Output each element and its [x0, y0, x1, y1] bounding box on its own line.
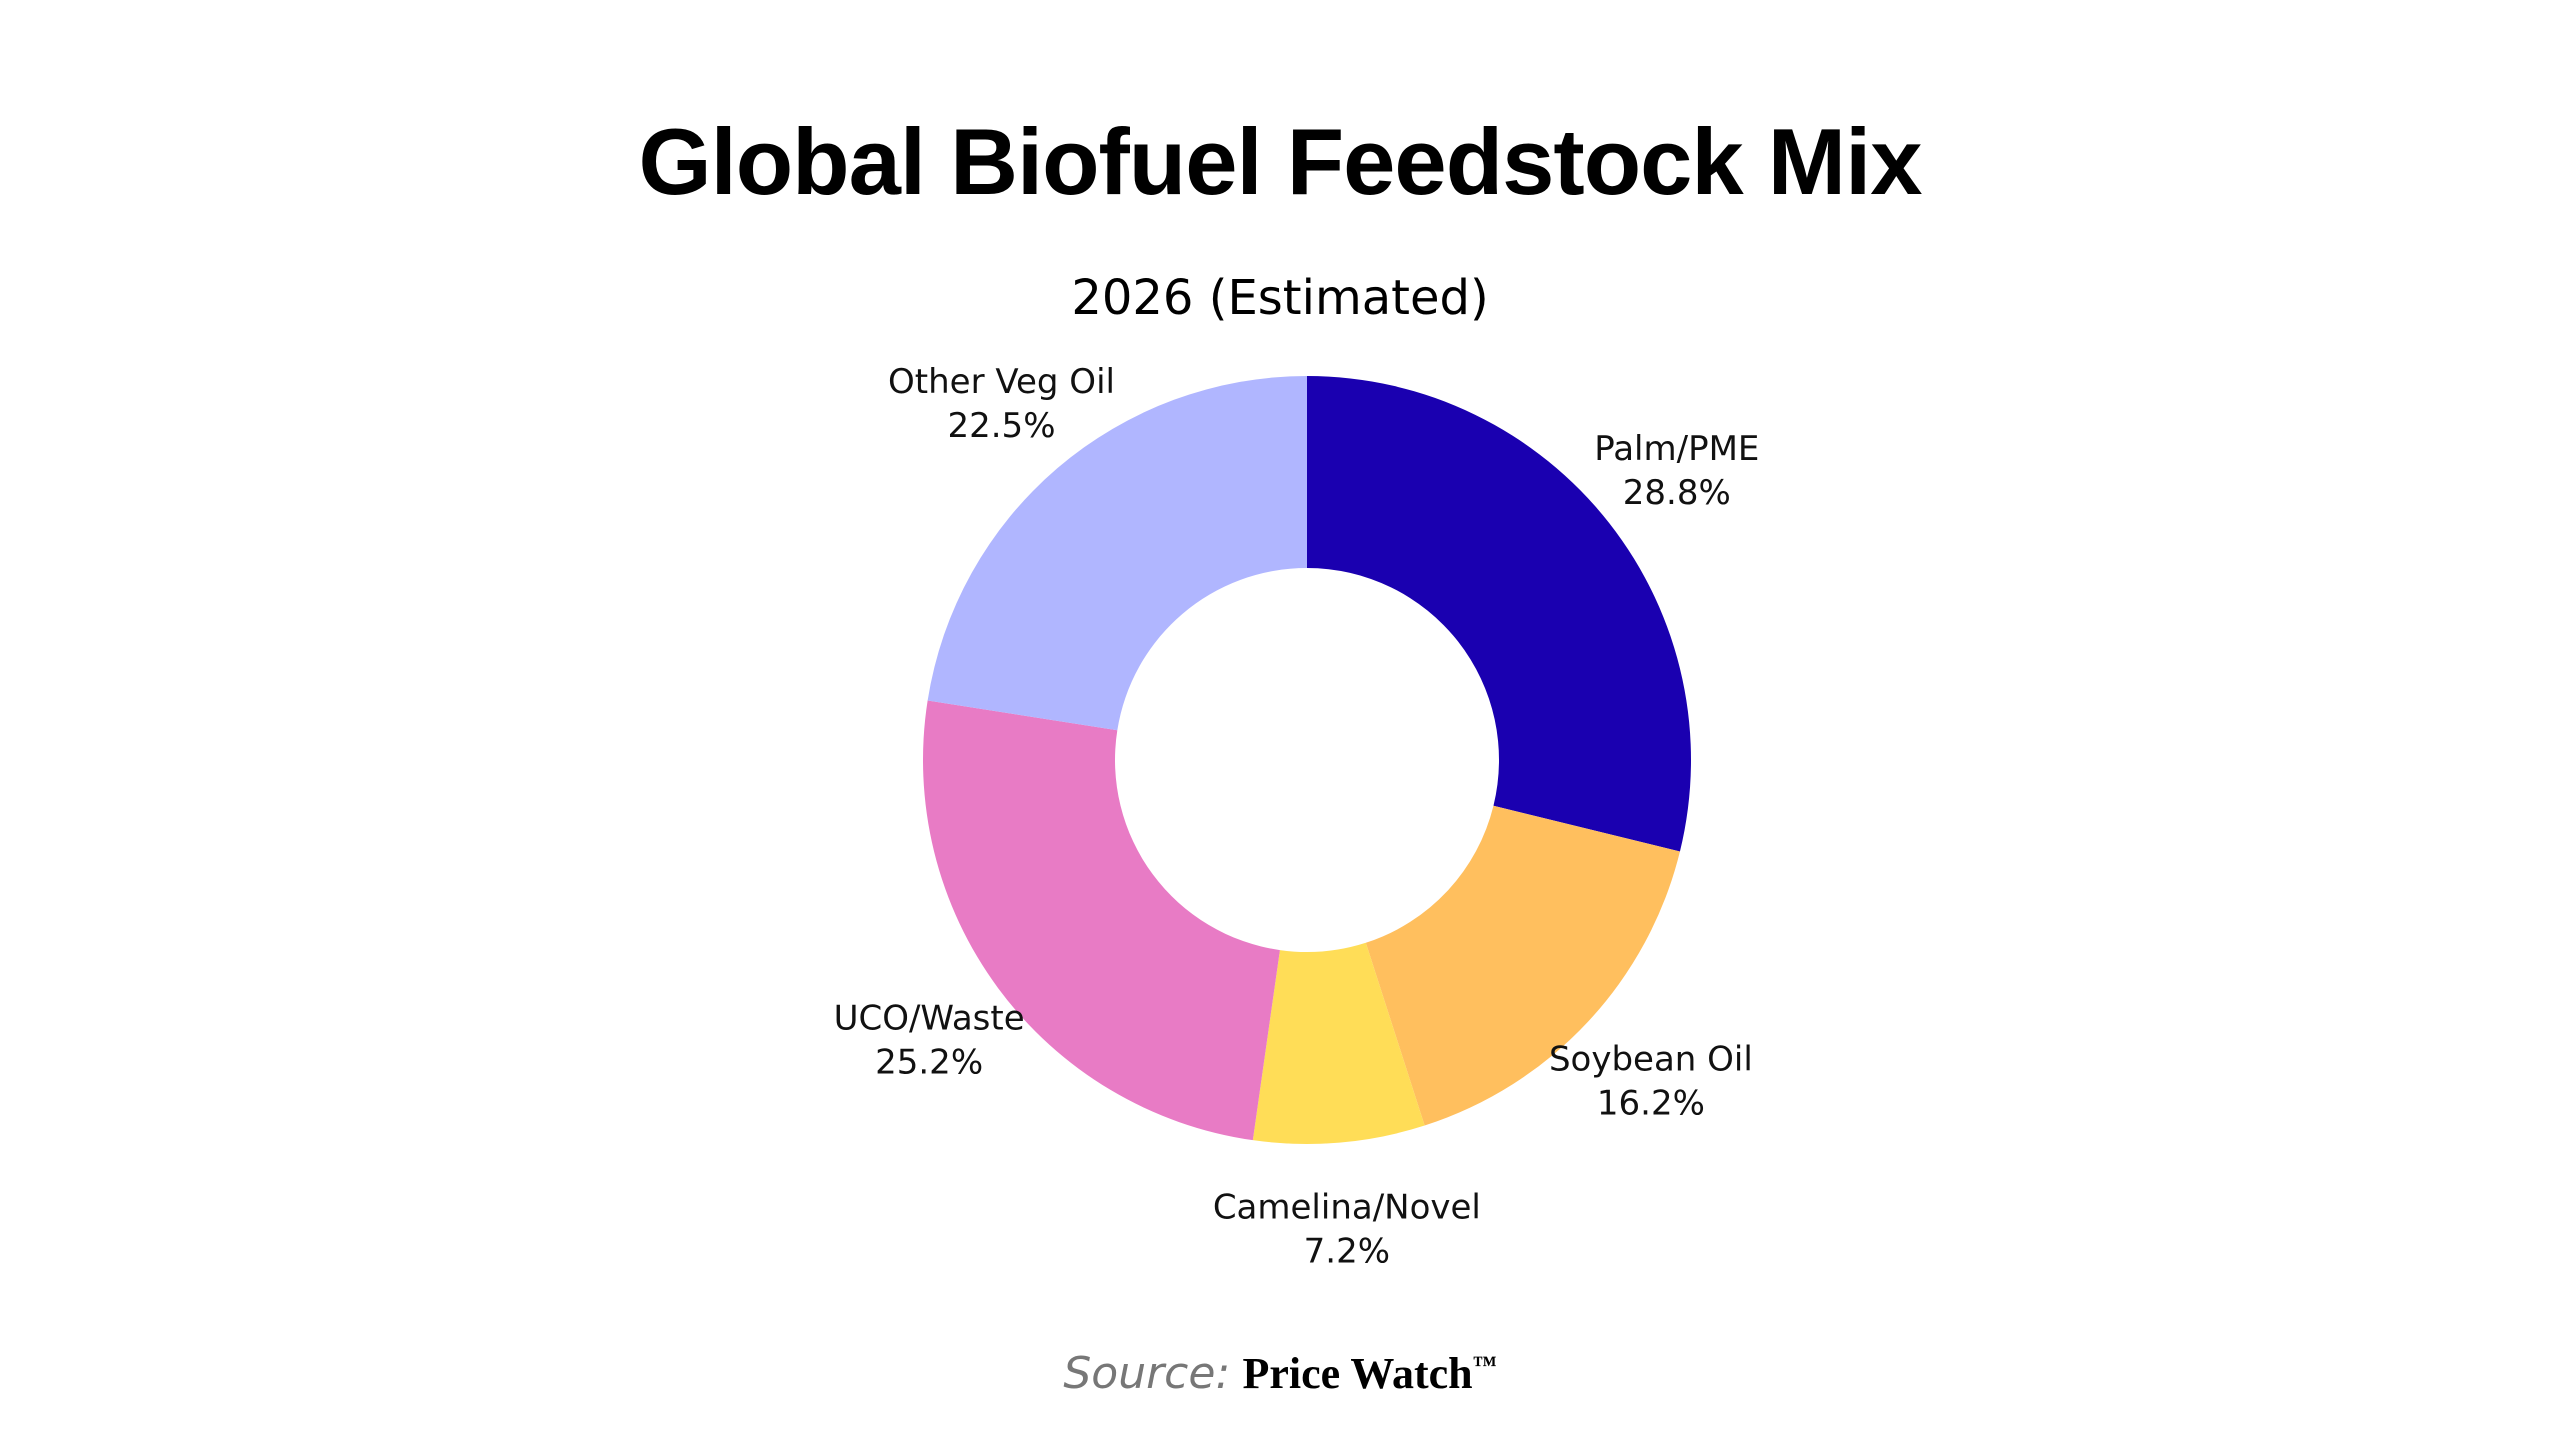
slice-value-camelina-novel: 7.2%	[1304, 1231, 1390, 1271]
slice-camelina-novel	[1252, 942, 1425, 1144]
slice-value-other-veg-oil: 22.5%	[947, 406, 1055, 446]
slice-label-uco-waste: UCO/Waste	[834, 998, 1025, 1038]
chart-title: Global Biofuel Feedstock Mix	[638, 109, 1923, 214]
slice-value-soybean-oil: 16.2%	[1597, 1083, 1705, 1123]
source-note: Source: Price Watch™	[0, 1348, 2560, 1401]
slice-uco-waste	[923, 700, 1280, 1141]
slice-value-uco-waste: 25.2%	[875, 1042, 983, 1082]
slice-label-palm-pme: Palm/PME	[1594, 429, 1759, 469]
slice-label-camelina-novel: Camelina/Novel	[1213, 1187, 1481, 1227]
slice-label-soybean-oil: Soybean Oil	[1549, 1039, 1753, 1079]
slices-group	[923, 376, 1691, 1144]
slice-palm-pme	[1307, 376, 1691, 852]
chart-subtitle: 2026 (Estimated)	[1071, 270, 1489, 326]
source-brand: Price Watch	[1242, 1349, 1473, 1398]
slice-value-palm-pme: 28.8%	[1623, 473, 1731, 513]
slice-other-veg-oil	[927, 376, 1307, 731]
slice-soybean-oil	[1365, 805, 1680, 1126]
source-prefix: Source:	[1063, 1348, 1231, 1399]
slice-label-other-veg-oil: Other Veg Oil	[888, 362, 1115, 402]
trademark-symbol: ™	[1472, 1352, 1497, 1379]
